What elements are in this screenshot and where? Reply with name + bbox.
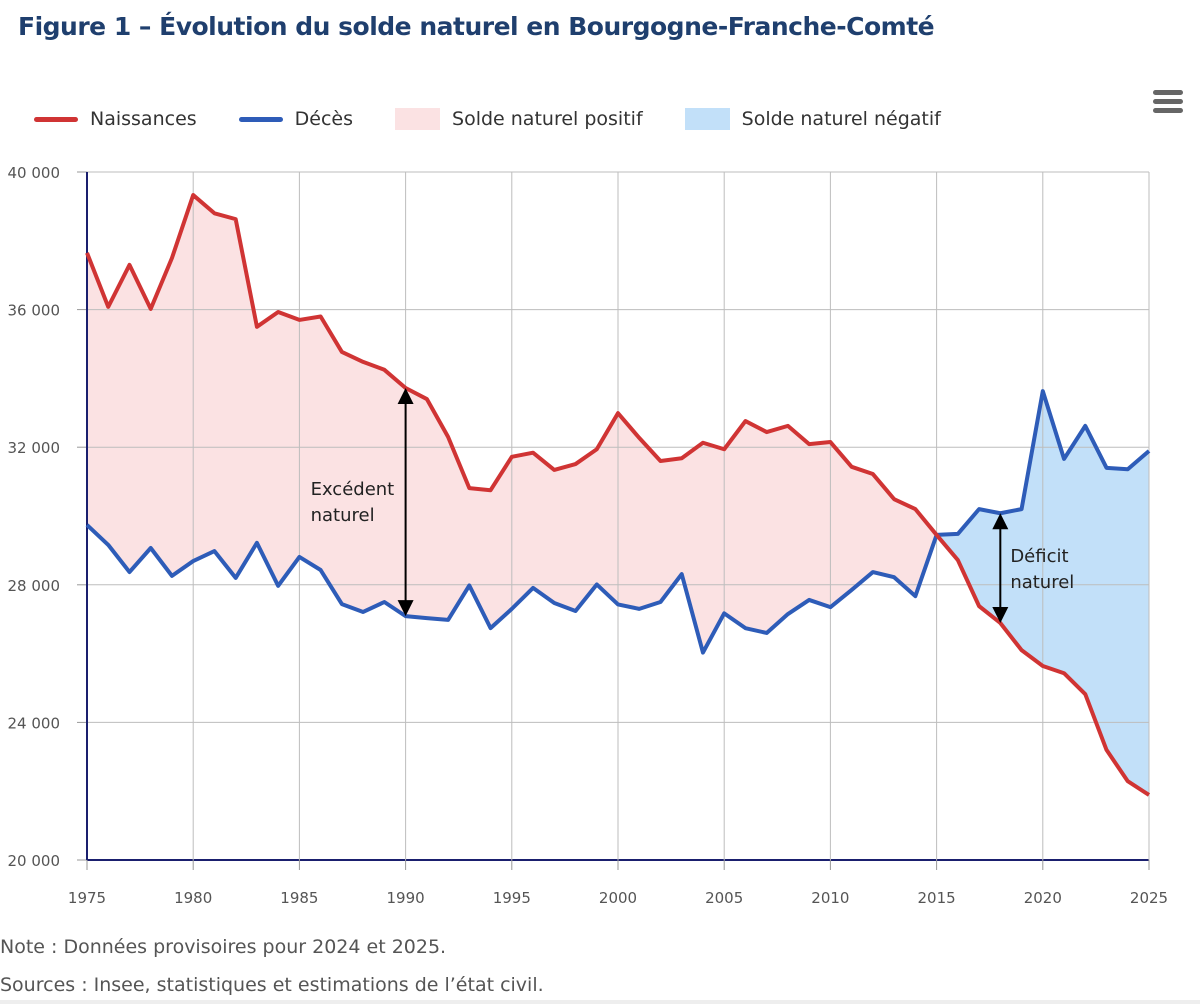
y-tick-label: 24 000	[8, 714, 61, 732]
naissances-line-swatch-icon	[34, 116, 78, 122]
annotation-label: naturel	[311, 505, 375, 526]
deces-line-swatch-icon	[238, 116, 283, 122]
legend-item-deces[interactable]: Décès	[238, 108, 354, 130]
annotation-label: Excédent	[311, 479, 395, 500]
hamburger-menu-icon	[1153, 90, 1185, 113]
x-tick-label: 1985	[280, 889, 318, 907]
x-tick-label: 2015	[918, 889, 956, 907]
legend-item-solde-negatif[interactable]: Solde naturel négatif	[684, 108, 941, 130]
legend-label: Solde naturel négatif	[741, 108, 941, 130]
x-tick-label: 2020	[1024, 889, 1062, 907]
annotation-label: naturel	[1010, 572, 1074, 593]
bottom-divider	[0, 1000, 1200, 1004]
chart-menu-button[interactable]	[1153, 90, 1185, 120]
x-tick-label: 1990	[387, 889, 425, 907]
legend-label: Décès	[294, 108, 354, 130]
legend-item-solde-positif[interactable]: Solde naturel positif	[395, 108, 643, 130]
line-chart: 20 000 24 000 28 000 32 000 36 000 40 000 1975…	[8, 164, 1169, 907]
chart-note: Note : Données provisoires pour 2024 et …	[0, 936, 447, 958]
y-tick-label: 40 000	[8, 164, 61, 182]
x-tick-label: 1995	[493, 889, 531, 907]
y-tick-label: 20 000	[8, 852, 61, 870]
x-tick-label: 1980	[174, 889, 212, 907]
x-tick-label: 2010	[811, 889, 849, 907]
annotation-arrow-down-icon	[397, 600, 414, 617]
annotation-arrow-up-icon	[992, 513, 1009, 530]
x-tick-label: 2025	[1130, 889, 1168, 907]
legend-label: Naissances	[90, 108, 197, 130]
x-tick-label: 2005	[705, 889, 743, 907]
positive-area-swatch-icon	[395, 108, 441, 130]
x-tick-label: 2000	[599, 889, 637, 907]
deces-line	[85, 389, 1151, 655]
annotation-arrow-up-icon	[397, 388, 414, 405]
negative-area-swatch-icon	[684, 108, 730, 130]
y-tick-label: 28 000	[8, 577, 61, 595]
y-tick-label: 32 000	[8, 439, 61, 457]
legend-item-naissances[interactable]: Naissances	[34, 108, 197, 130]
annotation-arrow-down-icon	[992, 606, 1009, 623]
annotation-label: Déficit	[1010, 546, 1068, 567]
x-tick-label: 1975	[68, 889, 106, 907]
chart-title: Figure 1 – Évolution du solde naturel en…	[18, 12, 935, 41]
chart-sources: Sources : Insee, statistiques et estimat…	[0, 974, 544, 996]
y-tick-label: 36 000	[8, 302, 61, 320]
naissances-line	[85, 193, 1151, 797]
chart-legend: Naissances Décès Solde naturel positif S…	[34, 108, 983, 130]
legend-label: Solde naturel positif	[452, 108, 643, 130]
